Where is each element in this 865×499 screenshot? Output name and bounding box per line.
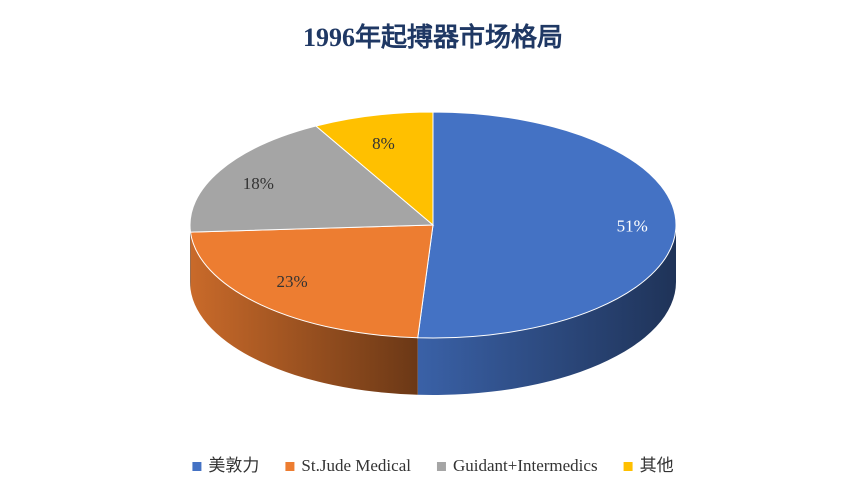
legend-swatch (623, 462, 633, 471)
legend-label: Guidant+Intermedics (453, 456, 598, 475)
data-label: 51% (617, 216, 648, 235)
slice-side (417, 225, 676, 395)
data-label: 18% (243, 174, 274, 193)
slice-side (190, 232, 418, 395)
slice (314, 111, 434, 227)
data-label: 23% (277, 272, 308, 291)
legend-swatch (436, 462, 446, 471)
legend-swatch (192, 462, 202, 471)
legend-swatch (285, 462, 295, 471)
chart-title: 1996年起搏器市场格局 (303, 22, 563, 52)
legend-label: 其他 (640, 456, 674, 475)
legend-label: 美敦力 (208, 456, 259, 475)
slice (189, 224, 434, 339)
slice (189, 125, 435, 233)
slice (417, 111, 677, 339)
legend-label: St.Jude Medical (301, 456, 411, 475)
data-label: 8% (372, 134, 395, 153)
